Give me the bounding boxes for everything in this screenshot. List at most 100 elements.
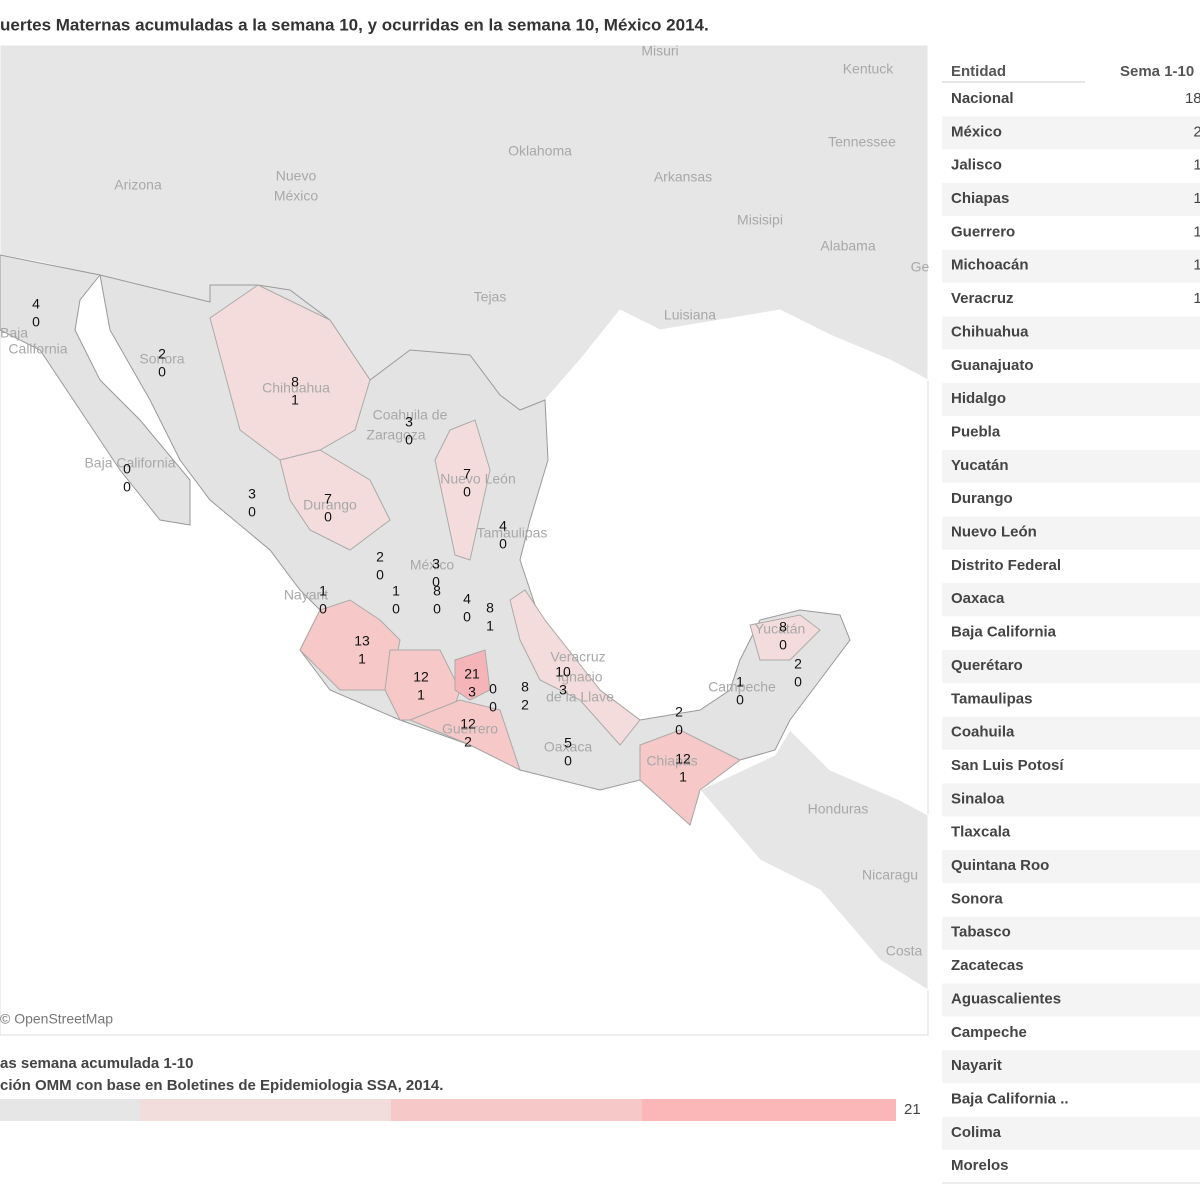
state-value: 0	[779, 637, 787, 653]
entity-cell: Tamaulipas	[951, 690, 1032, 707]
state-value: 2	[464, 734, 472, 750]
legend-max: 21	[904, 1101, 921, 1118]
entity-cell: Michoacán	[951, 257, 1029, 274]
place-label: Baja California	[84, 455, 175, 471]
entity-cell: Nuevo León	[951, 524, 1037, 541]
place-label: Costa	[886, 943, 923, 959]
place-label: Nuevo León	[440, 471, 516, 487]
entity-cell: Sonora	[951, 890, 1003, 907]
row-shade	[942, 583, 1200, 617]
state-value: 2	[675, 704, 683, 720]
entity-cell: Sinaloa	[951, 790, 1005, 807]
place-label: México	[410, 557, 455, 573]
value-cell: 12	[1193, 223, 1200, 240]
place-label: Yucatán	[755, 621, 806, 637]
state-value: 8	[291, 374, 299, 390]
state-shape	[749, 614, 821, 661]
state-value: 0	[324, 509, 332, 525]
state-value: 0	[376, 567, 384, 583]
state-value: 0	[123, 461, 131, 477]
entity-cell: Veracruz	[951, 290, 1014, 307]
state-shape	[209, 284, 371, 461]
place-label: California	[8, 341, 67, 357]
state-shape	[509, 589, 641, 746]
state-value: 2	[158, 346, 166, 362]
entity-cell: Zacatecas	[951, 957, 1024, 974]
state-value: 13	[354, 633, 370, 649]
highlighted-states	[209, 284, 821, 826]
state-value: 8	[433, 583, 441, 599]
column-header: Sema 1-10	[1120, 63, 1194, 80]
entity-cell: Baja California ..	[951, 1090, 1069, 1107]
place-label: Luisiana	[664, 307, 716, 323]
place-label: México	[274, 188, 319, 204]
entity-cell: Campeche	[951, 1024, 1027, 1041]
entity-cell: Coahuila	[951, 724, 1015, 741]
entity-cell: Tlaxcala	[951, 824, 1011, 841]
state-value: 1	[392, 583, 400, 599]
state-value: 12	[675, 751, 691, 767]
state-value: 0	[564, 753, 572, 769]
place-label: Misuri	[641, 43, 678, 59]
state-value: 1	[679, 769, 687, 785]
state-value: 3	[248, 486, 256, 502]
state-shape	[279, 449, 391, 551]
state-value: 0	[489, 681, 497, 697]
dashboard-title: uertes Maternas acumuladas a la semana 1…	[0, 15, 709, 34]
place-label: Nicaragu	[862, 867, 918, 883]
state-value: 1	[417, 687, 425, 703]
legend: as semana acumulada 1-10 ción OMM con ba…	[0, 1055, 921, 1121]
place-label: Nuevo	[276, 168, 317, 184]
row-shade	[942, 116, 1200, 150]
entity-cell: Guerrero	[951, 223, 1015, 240]
entity-cell: Morelos	[951, 1157, 1009, 1174]
entity-cell: Aguascalientes	[951, 990, 1061, 1007]
state-value: 2	[376, 549, 384, 565]
row-shade	[942, 850, 1200, 884]
state-value: 0	[499, 536, 507, 552]
state-value: 3	[468, 684, 476, 700]
place-label: Tejas	[474, 289, 507, 305]
state-value: 0	[248, 504, 256, 520]
place-label: Honduras	[808, 801, 869, 817]
central-america	[699, 729, 929, 991]
row-shade	[942, 649, 1200, 683]
state-value: 0	[433, 601, 441, 617]
row-shade	[942, 249, 1200, 283]
row-shade	[942, 516, 1200, 550]
row-shade	[942, 716, 1200, 750]
row-shade	[942, 1050, 1200, 1084]
row-shade	[942, 316, 1200, 350]
entity-cell: Chiapas	[951, 190, 1009, 207]
state-value: 21	[464, 666, 480, 682]
state-value: 12	[413, 669, 429, 685]
state-shape	[454, 649, 491, 701]
legend-swatch	[140, 1099, 391, 1121]
place-label: Kentuck	[843, 61, 895, 77]
entity-cell: Durango	[951, 490, 1013, 507]
place-label: Ge	[911, 259, 930, 275]
state-value: 1	[291, 392, 299, 408]
state-shape	[299, 599, 401, 691]
entity-cell: Distrito Federal	[951, 557, 1061, 574]
state-value: 0	[123, 479, 131, 495]
place-labels: Misuri Kentuck Oklahoma Tennessee Arizona Nue…	[0, 43, 930, 959]
state-value: 8	[486, 600, 494, 616]
value-cell: 13	[1193, 157, 1200, 174]
state-value: 10	[555, 664, 571, 680]
place-label: Arizona	[114, 177, 162, 193]
place-label: Chihuahua	[262, 380, 330, 396]
state-value: 8	[779, 619, 787, 635]
value-cell: 12	[1193, 257, 1200, 274]
place-label: Zaragoza	[366, 427, 425, 443]
row-shade	[942, 983, 1200, 1017]
row-shade	[942, 383, 1200, 417]
state-shape	[408, 699, 521, 771]
entity-cell: Puebla	[951, 423, 1001, 440]
table: Entidad Sema 1-10 Nacional 180 México 21 Jal…	[942, 63, 1200, 1184]
state-value: 0	[463, 484, 471, 500]
state-values: 4020813000703070402030101080408113112121…	[32, 296, 802, 785]
state-value: 0	[794, 674, 802, 690]
state-value: 2	[521, 697, 529, 713]
entity-cell: Guanajuato	[951, 357, 1034, 374]
